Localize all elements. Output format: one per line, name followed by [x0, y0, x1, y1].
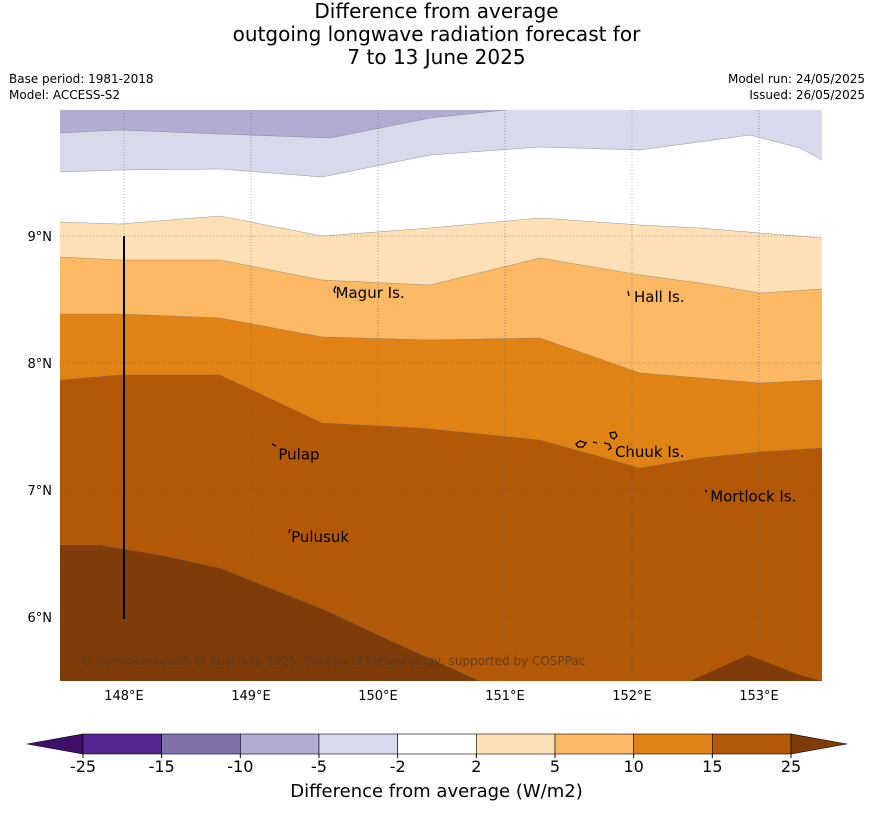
- place-label: Chuuk Is.: [615, 443, 684, 461]
- lon-label: 148°E: [104, 689, 144, 704]
- lat-label: 8°N: [28, 357, 53, 372]
- base-period: Base period: 1981-2018: [9, 72, 154, 86]
- longitude-labels: 148°E 149°E 150°E 151°E 152°E 153°E: [104, 689, 779, 704]
- colorbar-tick-label: -2: [390, 757, 406, 776]
- place-label: Hall Is.: [634, 288, 685, 306]
- colorbar-tick-label: 5: [550, 757, 560, 776]
- island-chuuk-3: [603, 442, 612, 451]
- island-chuuk-2: [592, 441, 598, 444]
- model-run: Model run: 24/05/2025: [727, 72, 865, 86]
- title-line-2: outgoing longwave radiation forecast for: [232, 22, 641, 46]
- map-area: Magur Is. Hall Is. Pulap Chuuk Is. Mortlock …: [60, 110, 822, 681]
- colorbar-segment: [240, 733, 320, 755]
- lat-label: 6°N: [28, 611, 53, 626]
- colorbar-tick-label: 2: [471, 757, 481, 776]
- island-chuuk-4: [609, 431, 618, 440]
- island-magur: [333, 285, 337, 294]
- contour-lines: [60, 110, 822, 681]
- meta-left: Base period: 1981-2018 Model: ACCESS-S2: [9, 71, 154, 103]
- lon-label: 153°E: [739, 689, 779, 704]
- colorbar-tick-label: -5: [311, 757, 327, 776]
- map-title: Difference from average outgoing longwav…: [0, 0, 873, 69]
- colorbar-segment: [476, 733, 556, 755]
- lat-label: 7°N: [28, 484, 53, 499]
- band-gt25: [60, 545, 480, 681]
- colorbar-tick-label: -25: [70, 757, 96, 776]
- latitude-labels: 9°N 8°N 7°N 6°N: [28, 230, 53, 626]
- island-pulusuk: [288, 528, 291, 534]
- colorbar-tick-label: 25: [781, 757, 801, 776]
- colorbar-tick-label: -10: [227, 757, 253, 776]
- colorbar-tick-label: -15: [149, 757, 175, 776]
- island-hall: [627, 290, 630, 297]
- island-chuuk-1: [575, 440, 588, 448]
- colorbar-title: Difference from average (W/m2): [290, 781, 583, 802]
- lon-label: 151°E: [485, 689, 525, 704]
- issued-date: Issued: 26/05/2025: [749, 88, 865, 102]
- lon-label: 149°E: [231, 689, 271, 704]
- colorbar-tick-label: 15: [702, 757, 722, 776]
- colorbar-segment: [397, 733, 477, 755]
- band-gt25-east: [690, 655, 822, 681]
- colorbar-extend-high: [790, 733, 848, 755]
- lon-label: 152°E: [612, 689, 652, 704]
- colorbar-extend-low: [26, 733, 84, 755]
- colorbar-segment: [633, 733, 713, 755]
- colorbar-segment: [554, 733, 634, 755]
- model-name: Model: ACCESS-S2: [9, 88, 121, 102]
- island-mortlock: [704, 489, 708, 493]
- island-pulap: [271, 443, 277, 447]
- title-line-3: 7 to 13 June 2025: [347, 45, 526, 69]
- meta-right: Model run: 24/05/2025 Issued: 26/05/2025: [728, 71, 865, 103]
- title-line-1: Difference from average: [314, 0, 559, 23]
- place-label: Pulap: [278, 445, 319, 463]
- place-label: Magur Is.: [336, 284, 405, 302]
- place-label: Pulusuk: [291, 528, 349, 546]
- colorbar-segment: [712, 733, 792, 755]
- band-minus10tominus5: [60, 110, 505, 138]
- colorbar: -25 -15 -10 -5 -2 2 5 10 15 25: [26, 733, 848, 776]
- colorbar-segment: [161, 733, 241, 755]
- lat-label: 9°N: [28, 230, 53, 245]
- place-label: Mortlock Is.: [710, 487, 796, 505]
- lon-label: 150°E: [358, 689, 398, 704]
- colorbar-segment: [318, 733, 398, 755]
- island-outlines: [271, 285, 708, 534]
- copyright-notice: © Commonwealth of Australia 2025, Bureau…: [80, 654, 585, 668]
- place-labels: Magur Is. Hall Is. Pulap Chuuk Is. Mortlock …: [278, 284, 796, 546]
- colorbar-tick-label: 10: [623, 757, 643, 776]
- colorbar-segment: [82, 733, 162, 755]
